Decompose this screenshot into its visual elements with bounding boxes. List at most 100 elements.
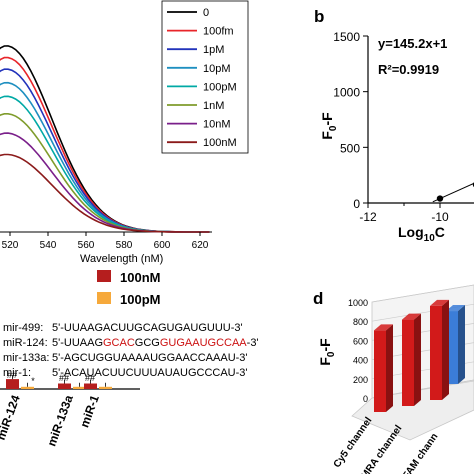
bar-top (430, 299, 449, 306)
y-tick-label: 500 (340, 141, 360, 155)
calibration-x-axis-label: Log10C (398, 224, 445, 244)
x-tick-label: 580 (116, 240, 133, 251)
y-label-tail: -F (319, 112, 335, 126)
bar-100nM (84, 383, 97, 389)
selectivity-bars: ## * ## ## (6, 370, 112, 389)
sequence-mir-499: 5'-UUAAGACUUGCAGUGAUGUUU-3' (52, 322, 243, 334)
sequence-mir-133a: 5'-AGCUGGUAAAAUGGAACCAAAU-3' (52, 352, 248, 364)
legend-label: 10pM (203, 63, 231, 75)
x-tick-label: 600 (154, 240, 171, 251)
bar-front (402, 319, 414, 406)
sequence-name-mir-133a: mir-133a: (3, 352, 49, 364)
y-label-main: F (317, 357, 333, 366)
channel-bars (374, 299, 465, 412)
y-tick-label: 1500 (333, 30, 360, 44)
significance-mark: * (31, 376, 35, 386)
x-tick-label: 620 (192, 240, 209, 251)
sequence-name-mir-499: mir-499: (3, 322, 43, 334)
spectra-x-ticks: 520 540 560 580 600 620 (2, 232, 209, 251)
bar-side (458, 305, 465, 384)
spectra-chart: 520 540 560 580 600 620 Wavelength (nM) 0 100f… (0, 0, 249, 265)
category-label: miR-133a (44, 393, 76, 448)
seq-part: GCG (135, 337, 160, 349)
y-tick-label: 0 (363, 394, 368, 404)
legend-label: 100fm (203, 26, 234, 38)
sequence-list: mir-499: 5'-UUAAGACUUGCAGUGAUGUUU-3' miR… (3, 322, 259, 379)
calibration-r2: R²=0.9919 (378, 62, 439, 77)
legend-label: 100nM (203, 137, 237, 149)
y-label-main: F (319, 131, 335, 140)
spectra-curves (0, 45, 210, 233)
data-point (436, 195, 444, 202)
bar-side (414, 313, 421, 406)
significance-mark: ## (85, 373, 95, 383)
x-tick-label: 560 (78, 240, 95, 251)
bar-100pM (21, 386, 34, 389)
x-tick-label: 520 (2, 240, 19, 251)
calibration-y-axis-label: F0-F (319, 112, 339, 140)
category-label: miR-1 (77, 393, 102, 429)
bar-front (374, 330, 386, 412)
bar-top (402, 313, 421, 320)
spectrum-line (0, 153, 210, 233)
x-label-sub: 10 (424, 233, 436, 244)
y-label-sub: 0 (326, 351, 337, 357)
seq-part: -3' (247, 337, 259, 349)
legend-label-100nM: 100nM (120, 270, 160, 285)
legend-label: 1pM (203, 44, 224, 56)
bar-side (386, 324, 393, 412)
calibration-equation: y=145.2x+1 (378, 36, 447, 51)
calibration-y-ticks: 0 500 1000 1500 (333, 30, 368, 211)
x-label-main: Log (398, 224, 424, 240)
spectra-legend: 0 100fm 1pM 10pM 100pM 1nM 10nM 100nM (161, 0, 249, 154)
y-tick-label: 400 (353, 356, 368, 366)
legend-label-100pM: 100pM (120, 292, 160, 307)
bar-100pM (73, 386, 86, 389)
x-tick-label: 540 (40, 240, 57, 251)
spectra-x-axis-label: Wavelength (nM) (80, 253, 163, 265)
selectivity-category-labels: miR-124 miR-133a miR-1 (0, 393, 102, 448)
calibration-fit-line (432, 182, 474, 203)
bar-side (442, 299, 449, 400)
legend-label: 0 (203, 7, 209, 19)
y-tick-label: 200 (353, 375, 368, 385)
y-tick-label: 600 (353, 336, 368, 346)
sequence-name-mir-1: mir-1: (3, 367, 31, 379)
legend-label: 100pM (203, 81, 237, 93)
y-label-sub: 0 (328, 125, 339, 131)
gridline (371, 284, 474, 303)
y-tick-label: 1000 (333, 86, 360, 100)
channel-y-ticks: 0 200 400 600 800 1000 (348, 298, 368, 404)
spectra-legend-box (161, 0, 249, 154)
seq-part-red: GUGA (160, 337, 193, 349)
y-tick-label: 1000 (348, 298, 368, 308)
panel-label-d: d (313, 289, 323, 308)
bar-100pM (99, 386, 112, 389)
sequence-mir-1: 5'-ACAUACUUCUUUAUAUGCCCAU-3' (52, 367, 248, 379)
legend-label: 10nM (203, 119, 231, 131)
bar-top (446, 305, 465, 312)
selectivity-chart: 100nM 100pM mir-499: 5'-UUAAGACUUGCAGUGA… (0, 270, 259, 448)
bar-100nM (6, 379, 19, 389)
x-tick-label: -10 (431, 210, 449, 224)
significance-mark: ## (7, 370, 17, 380)
bar-front (430, 305, 442, 400)
x-tick-label: -12 (359, 210, 377, 224)
y-tick-label: 800 (353, 317, 368, 327)
seq-part-red: GCAC (103, 337, 135, 349)
legend-label: 1nM (203, 100, 224, 112)
y-label-tail: -F (317, 338, 333, 352)
legend-swatch-100nM (97, 270, 111, 282)
y-tick-label: 0 (353, 197, 360, 211)
significance-mark: ## (59, 373, 69, 383)
bar-100nM (58, 383, 71, 389)
seq-part-red: AUGCCAA (192, 337, 247, 349)
legend-swatch-100pM (97, 292, 111, 304)
panel-label-b: b (314, 7, 324, 26)
category-label: miR-124 (0, 393, 23, 442)
calibration-x-ticks: -12-10-8 (359, 203, 449, 224)
sequence-name-mir-124: miR-124: (3, 337, 48, 349)
seq-part: 5'-UUAAG (52, 337, 103, 349)
